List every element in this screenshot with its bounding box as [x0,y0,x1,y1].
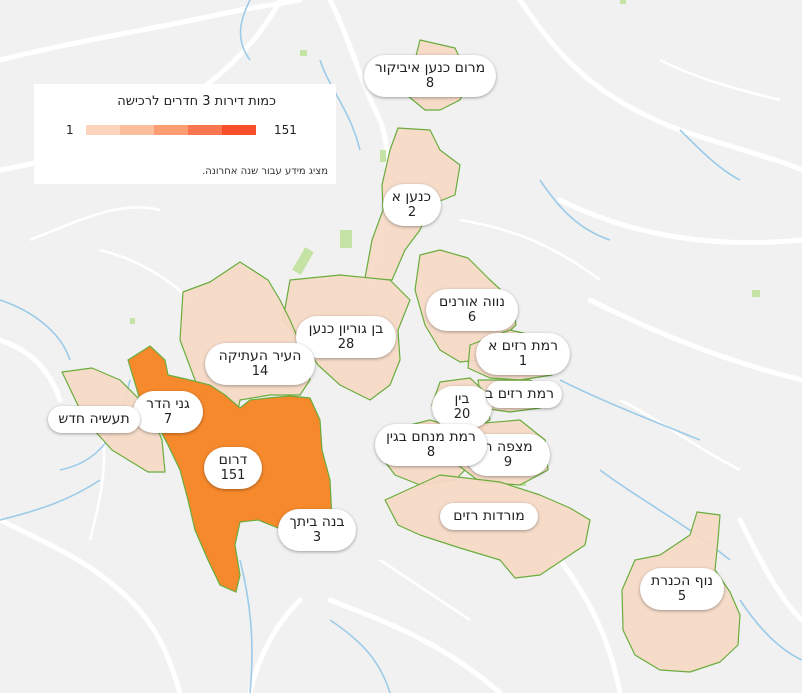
label-menachem-begin[interactable]: רמת מנחם בגין 8 [375,424,487,466]
label-name: בנה ביתך [289,514,345,530]
label-count: 151 [220,468,246,483]
label-count: 9 [503,455,513,470]
label-gani-hadar[interactable]: גני הדר 7 [133,391,203,433]
label-name: גני הדר [146,396,190,412]
label-count: 20 [453,407,471,422]
label-name: דרום [218,452,248,468]
legend-color-bar [86,125,256,135]
legend-max: 151 [274,123,297,137]
label-name: כנען א [391,189,431,205]
label-name: רמת רזים ב [485,386,554,402]
legend-swatch-1 [86,125,120,135]
label-name: מצפה ה [483,439,533,455]
legend-note: מציג מידע עבור שנה אחרונה. [202,166,328,177]
label-count: 8 [425,76,435,91]
label-name: נווה אורנים [439,294,505,310]
label-canaan-a[interactable]: כנען א 2 [383,184,441,226]
label-ramat-razim-b[interactable]: רמת רזים ב [485,381,562,408]
label-old-city[interactable]: העיר העתיקה 14 [205,343,315,385]
label-count: 5 [677,589,687,604]
label-marom-canaan[interactable]: מרום כנען איביקור 8 [364,55,496,97]
label-count: 3 [312,530,322,545]
label-name: בן גוריון כנען [308,321,384,337]
legend-swatch-2 [120,125,154,135]
label-name: רמת מנחם בגין [386,429,476,445]
label-name: נוף הכנרת [650,573,714,589]
label-bein[interactable]: בין 20 [432,386,492,428]
label-name: בין [454,391,470,407]
label-neve-oranim[interactable]: נווה אורנים 6 [426,289,518,331]
label-ben-gurion[interactable]: בן גוריון כנען 28 [296,316,396,358]
label-name: רמת רזים א [487,338,559,354]
label-bne-beitcha[interactable]: בנה ביתך 3 [278,509,356,551]
label-count: 14 [251,364,269,379]
label-nof-hakineret[interactable]: נוף הכנרת 5 [640,568,724,610]
parks [130,0,760,486]
label-taasiya-chadash[interactable]: תעשיה חדש [48,406,140,433]
legend-swatch-4 [188,125,222,135]
label-name: מרום כנען איביקור [374,60,486,76]
legend-swatch-3 [154,125,188,135]
legend-panel: כמות דירות 3 חדרים לרכישה 1 151 מציג מיד… [34,84,336,184]
label-name: מורדות רזים [453,508,525,524]
label-count: 2 [407,205,417,220]
legend-swatch-5 [222,125,256,135]
legend-min: 1 [66,123,74,137]
label-name: העיר העתיקה [218,348,302,364]
label-count: 8 [426,445,436,460]
legend-title: כמות דירות 3 חדרים לרכישה [117,94,276,109]
label-count: 6 [467,310,477,325]
label-count: 1 [518,354,528,369]
label-ramat-razim-a[interactable]: רמת רזים א 1 [476,333,570,375]
label-moradot-razim[interactable]: מורדות רזים [440,503,538,530]
label-count: 7 [163,412,173,427]
label-darom[interactable]: דרום 151 [204,447,262,489]
label-name: תעשיה חדש [58,411,130,427]
label-count: 28 [337,337,355,352]
